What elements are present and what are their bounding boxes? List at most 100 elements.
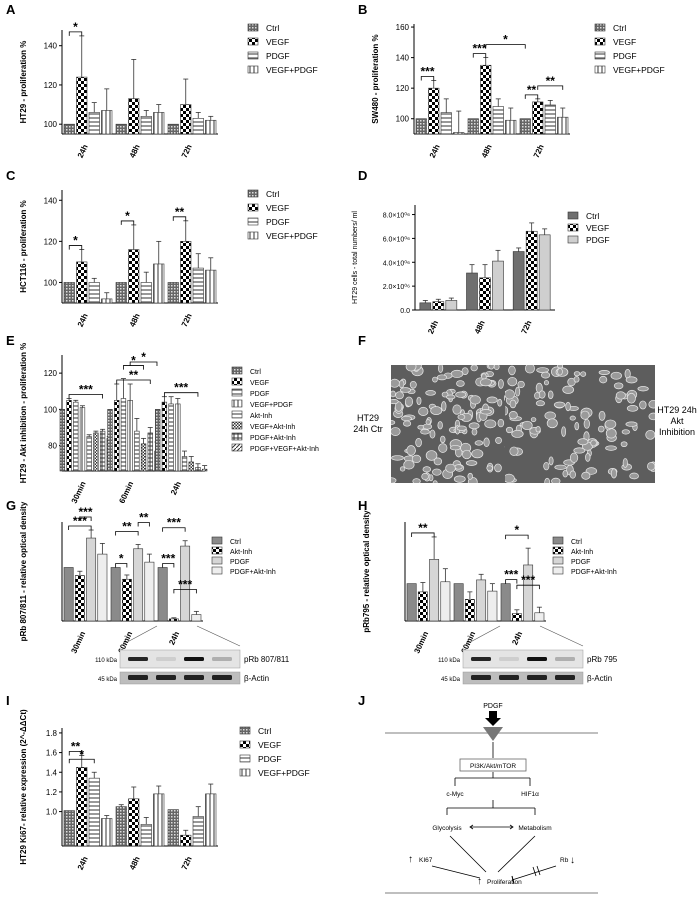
bar-I-VEGF-24h (76, 767, 88, 847)
bar-E-VEGF-24h (161, 401, 168, 472)
bar-C-PDGF-72h (192, 267, 204, 304)
cell (409, 380, 417, 389)
x-tick-label-C: 48h (128, 312, 142, 328)
double-arrow-heads (469, 824, 514, 830)
blot-link-H (539, 625, 584, 647)
cell (395, 391, 404, 400)
cell (425, 450, 438, 461)
pathway-hif1a: HIF1α (521, 791, 539, 798)
cell (399, 387, 412, 393)
cell (445, 463, 456, 473)
cell (467, 472, 473, 480)
cell (494, 463, 502, 473)
sig-bracket-I (68, 758, 95, 764)
x-tick-label-I: 72h (180, 855, 194, 871)
cell (610, 371, 622, 380)
sig-bracket-I (68, 751, 83, 756)
bar-G-Akt-Inh-30min (74, 575, 85, 622)
cell (629, 472, 639, 480)
cell (437, 421, 443, 430)
bar-I-PDGF-72h (192, 816, 204, 847)
cell (420, 429, 430, 435)
cell (505, 426, 514, 434)
sig-bracket-H (411, 532, 435, 537)
sig-label-G: *** (178, 577, 192, 591)
y-label-G: pRb 807/811 - relative optical density (19, 501, 28, 641)
cell (598, 410, 606, 421)
bar-E-VEGF+Akt-Inh-60min (140, 443, 147, 472)
chart-G: pRb 807/811 - relative optical density 30… (19, 501, 290, 685)
bar-D-Ctrl-24h (419, 302, 432, 311)
sig-label-E: ** (129, 368, 139, 382)
bar-I-PDGF-24h (88, 777, 100, 847)
bar-D-Ctrl-72h (512, 251, 525, 311)
cell (557, 367, 563, 376)
target-branches (446, 800, 536, 815)
cell (535, 400, 545, 407)
bar-H-Ctrl-24h (500, 583, 511, 622)
bar-E-PDGF+VEGF+Akt-Inh-24h (201, 468, 208, 472)
bar-C-VEGF+PDGF-48h (153, 263, 165, 304)
legend-swatch-A (247, 65, 259, 74)
pathway-ki67: KI67 (419, 857, 433, 864)
bar-H-PDGF-60min (476, 579, 487, 622)
sig-bracket-H (516, 584, 540, 590)
legend-swatch-E (231, 410, 243, 419)
legend-label-E: Ctrl (250, 369, 261, 376)
actin-band-G (156, 675, 176, 680)
cell (551, 477, 561, 483)
cell (401, 415, 412, 422)
blot-label-G: pRb 807/811 (244, 655, 290, 664)
sig-label-G: * (119, 551, 124, 565)
bar-C-VEGF+PDGF-24h (101, 298, 113, 304)
sig-bracket-E (123, 365, 144, 370)
cell (569, 470, 576, 479)
legend-swatch-C (247, 231, 259, 240)
legend-label-A: VEGF (266, 37, 289, 47)
sig-label-I: * (79, 747, 84, 761)
cell (454, 464, 463, 470)
cell (493, 365, 500, 371)
bar-A-VEGF+PDGF-48h (153, 112, 165, 135)
cell (403, 420, 412, 427)
y-label-I: HT29 Ki67- relative expression (2^-ΔΔCt) (19, 709, 28, 865)
cell (648, 399, 655, 409)
pathway-glycolysis: Glycolysis (432, 825, 462, 832)
bar-B-PDGF-48h (492, 106, 504, 135)
cell (639, 400, 647, 410)
sig-label-H: *** (521, 573, 535, 587)
cell (422, 466, 432, 473)
sig-bracket-E (116, 379, 151, 384)
actin-size-G: 45 kDa (98, 677, 118, 683)
actin-band-H (471, 675, 491, 680)
cell (462, 449, 472, 460)
x-tick-label-E: 60min (117, 480, 135, 505)
sig-label-E: * (131, 354, 136, 368)
cell (553, 401, 566, 408)
x-tick-label-E: 30min (70, 480, 88, 505)
cell (543, 380, 549, 386)
legend-label-E: PDGF+VEGF+Akt-Inh (250, 446, 319, 453)
legend-label-G: PDGF+Akt-Inh (230, 569, 276, 576)
cell (565, 401, 571, 412)
bar-G-PDGF-30min (86, 537, 97, 622)
cell (543, 461, 550, 471)
x-tick-label-H: 24h (510, 630, 524, 646)
bar-E-PDGF-60min (120, 398, 127, 472)
legend-label-G: Ctrl (230, 539, 241, 546)
cell (456, 425, 467, 431)
cell (425, 390, 436, 396)
legend-swatch-B (594, 65, 606, 74)
bar-D-VEGF-72h (525, 230, 538, 311)
arrow-ki67 (431, 865, 481, 879)
x-tick-label-B: 48h (480, 143, 494, 159)
ki67-up: ↑ (408, 854, 413, 865)
bar-E-Ctrl-60min (107, 409, 113, 472)
cell (404, 396, 414, 407)
bar-C-PDGF-48h (140, 282, 152, 304)
cell (599, 375, 608, 384)
actin-band-H (555, 675, 575, 680)
blot-band-G (212, 657, 232, 661)
blot-band-G (128, 657, 148, 661)
